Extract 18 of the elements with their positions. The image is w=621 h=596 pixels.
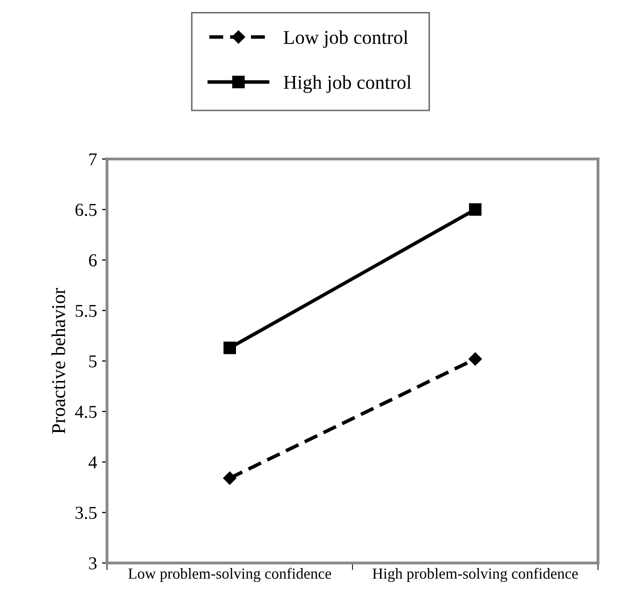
x-tick-label: Low problem-solving confidence — [128, 568, 332, 582]
point — [469, 203, 482, 216]
y-tick-label: 5 — [89, 355, 97, 368]
point — [468, 352, 482, 366]
legend-label: High job control — [284, 75, 412, 93]
y-tick-label: 3.5 — [76, 506, 97, 520]
point — [223, 472, 236, 485]
y-tick-label: 4 — [88, 456, 97, 468]
y-tick-label: 6.5 — [75, 204, 97, 216]
x-tick-label: High problem-solving confidence — [372, 568, 578, 582]
legend-label: Low job control — [284, 30, 408, 48]
y-axis-title: Proactive behavior — [52, 288, 66, 434]
y-tick-label: 7 — [89, 153, 97, 166]
y-tick-label: 6 — [89, 254, 97, 266]
y-tick-label: 5.5 — [76, 304, 97, 318]
y-tick-label: 3 — [89, 557, 97, 570]
y-tick-label: 4.5 — [75, 406, 97, 418]
point — [224, 342, 236, 354]
